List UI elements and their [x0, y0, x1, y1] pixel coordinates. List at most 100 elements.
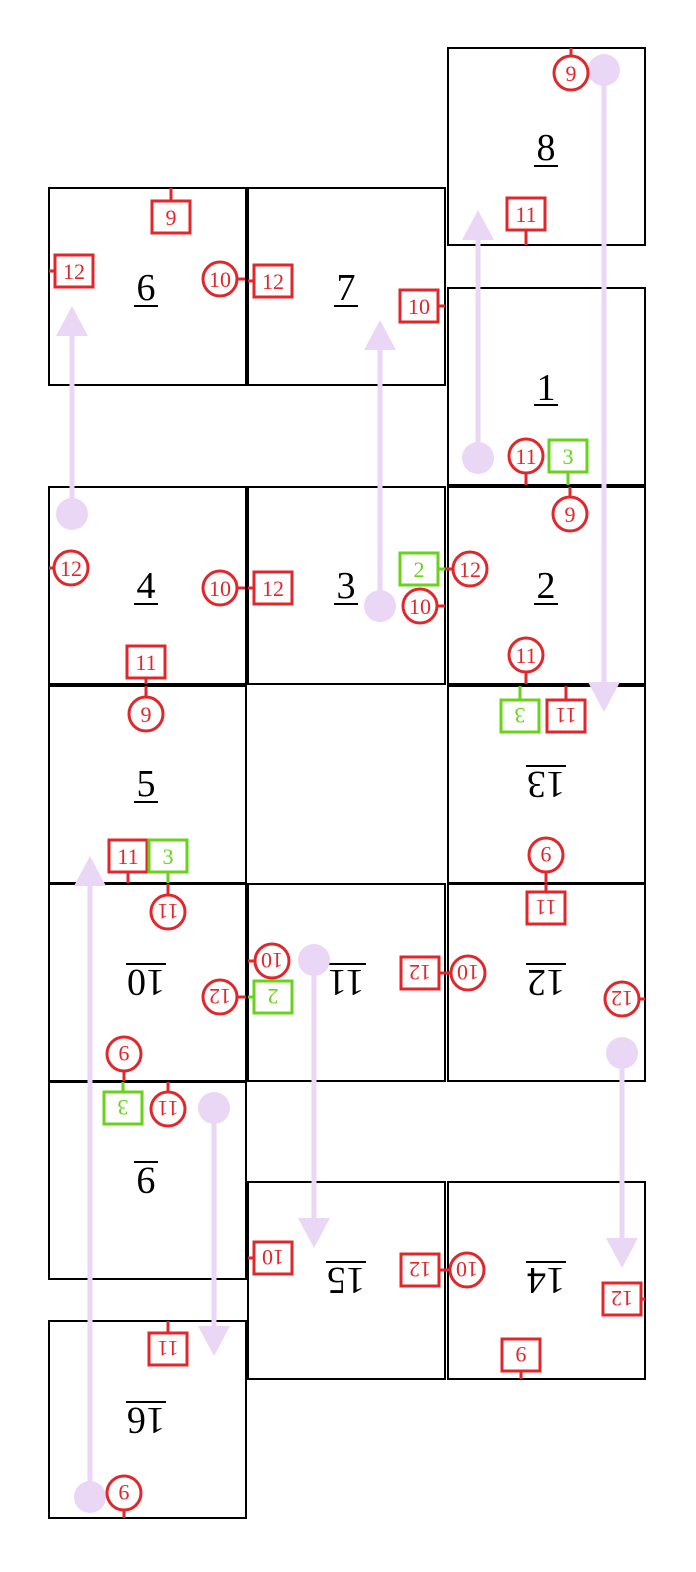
edge-tag-label: 10	[409, 594, 431, 619]
edge-tag-label: 10	[456, 1257, 478, 1282]
edge-tag-box-12: 12	[399, 955, 445, 991]
edge-tag-label: 11	[515, 444, 536, 469]
edge-tag-circle-10: 10	[201, 260, 245, 298]
face-1-label: 1	[537, 367, 556, 409]
face-3-label: 3	[337, 565, 356, 607]
edge-tag-shape	[150, 199, 192, 235]
edge-tag-shape	[399, 1252, 441, 1288]
edge-tag-shape	[551, 495, 589, 533]
edge-tag-box-9: 9	[150, 188, 192, 235]
edge-tag-label: 11	[157, 1096, 178, 1121]
edge-tag-label: 3	[163, 844, 174, 869]
edge-tag-label: 9	[566, 61, 577, 86]
edge-tag-label: 12	[409, 960, 431, 985]
edge-tag-box-3: 3	[499, 686, 541, 734]
edge-tag-box-11: 11	[505, 196, 547, 245]
edge-tag-box-12: 12	[248, 263, 294, 299]
edge-tag-shape	[499, 698, 541, 734]
edge-tag-box-3: 3	[547, 438, 589, 485]
edge-tag-circle-12: 12	[445, 550, 489, 588]
edge-tag-label: 12	[459, 557, 481, 582]
edge-tag-circle-10: 10	[248, 942, 291, 980]
edge-tag-shape	[201, 260, 239, 298]
face-8-label: 8	[537, 127, 556, 169]
edge-tag-label: 11	[117, 844, 138, 869]
edge-tag-shape	[601, 1281, 643, 1317]
edge-tag-shape	[505, 196, 547, 232]
edge-tag-shape	[253, 942, 291, 980]
face-2-label: 2	[537, 565, 556, 607]
edge-tag-shape	[252, 570, 294, 606]
face-7-label: 7	[337, 267, 356, 309]
edge-tag-label: 9	[119, 1480, 130, 1505]
edge-tag-shape	[527, 836, 565, 874]
edge-tag-shape	[507, 636, 545, 674]
edge-tag-label: 3	[118, 1095, 129, 1120]
flow-arrow-1	[588, 54, 620, 712]
face-2: 2	[447, 486, 646, 685]
edge-tag-box-3: 3	[102, 1082, 144, 1126]
edge-tag-label: 11	[515, 202, 536, 227]
edge-tag-shape	[147, 838, 189, 874]
edge-tag-box-12: 12	[248, 570, 294, 606]
edge-tag-circle-9: 9	[551, 487, 589, 533]
edge-tag-box-12: 12	[601, 1281, 645, 1317]
edge-tag-label: 9	[119, 1041, 130, 1066]
edge-tag-shape	[147, 1331, 189, 1367]
edge-tag-shape	[401, 587, 439, 625]
edge-tag-box-10: 10	[248, 1240, 294, 1276]
edge-tag-label: 9	[565, 502, 576, 527]
face-10-label: 10	[127, 961, 165, 1003]
edge-tag-shape	[107, 838, 149, 874]
face-14-label: 14	[527, 1259, 565, 1301]
edge-tag-circle-12: 12	[49, 549, 90, 587]
edge-tag-label: 2	[414, 557, 425, 582]
edge-tag-label: 12	[209, 984, 231, 1009]
edge-tag-box-9: 9	[500, 1337, 542, 1379]
edge-tag-shape	[545, 698, 587, 734]
edge-tag-shape	[149, 1090, 187, 1128]
edge-tag-label: 10	[209, 576, 231, 601]
edge-tag-box-11: 11	[107, 838, 149, 883]
edge-tag-label: 12	[262, 269, 284, 294]
edge-tag-label: 3	[563, 444, 574, 469]
edge-tag-shape	[201, 978, 239, 1016]
edge-tag-box-2: 2	[248, 979, 294, 1015]
edge-tag-circle-11: 11	[507, 636, 545, 684]
edge-tag-label: 11	[555, 703, 576, 728]
edge-tag-circle-10: 10	[201, 569, 245, 607]
flow-arrow-7	[606, 1037, 638, 1268]
edge-tag-shape	[105, 1035, 143, 1073]
edge-tag-label: 10	[262, 1245, 284, 1270]
edge-tag-circle-9: 9	[105, 1474, 143, 1518]
edge-tag-label: 10	[261, 948, 283, 973]
edge-tag-box-11: 11	[147, 1321, 189, 1367]
edge-tag-label: 11	[157, 899, 178, 924]
edge-tag-box-12: 12	[399, 1252, 445, 1288]
face-13-label: 13	[527, 763, 565, 805]
edge-tag-box-2: 2	[398, 551, 445, 587]
edge-tag-box-11: 11	[125, 644, 167, 684]
face-11-label: 11	[328, 961, 365, 1003]
edge-tag-shape	[398, 288, 440, 324]
flow-arrow-3	[364, 320, 396, 622]
edge-tag-label: 9	[541, 842, 552, 867]
edge-tag-label: 12	[611, 986, 633, 1011]
edge-tag-circle-9: 9	[527, 836, 565, 883]
edge-tag-circle-12: 12	[603, 980, 645, 1018]
edge-tag-box-11: 11	[545, 686, 587, 734]
edge-tag-shape	[547, 438, 589, 474]
edge-tag-label: 11	[135, 650, 156, 675]
edge-tag-circle-11: 11	[507, 437, 545, 485]
face-12-label: 12	[527, 961, 565, 1003]
face-4-label: 4	[137, 565, 156, 607]
edge-tag-shape	[201, 569, 239, 607]
face-15-label: 15	[327, 1259, 365, 1301]
edge-tag-box-12: 12	[49, 253, 95, 289]
edge-tag-label: 12	[409, 1257, 431, 1282]
edge-tag-circle-10: 10	[401, 587, 445, 625]
edge-tag-shape	[102, 1090, 144, 1126]
